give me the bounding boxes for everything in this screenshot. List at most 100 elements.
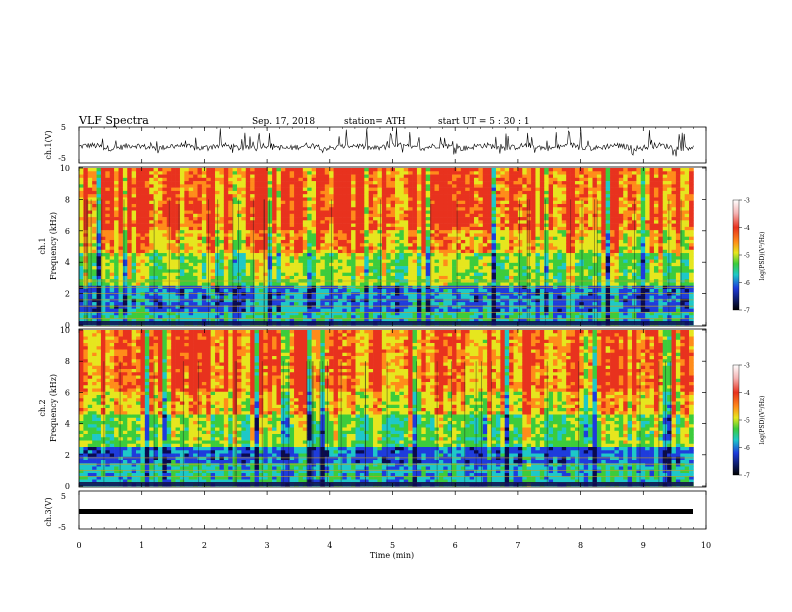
ch1-spectrogram-cell	[342, 292, 348, 296]
ch1-spectrogram-cell	[267, 203, 273, 208]
ch1-spectrogram-cell	[403, 239, 409, 244]
ch1-spectrogram-cell	[416, 203, 422, 208]
ch1-spectrogram-cell	[307, 181, 312, 185]
ch1-spectrogram-cell	[298, 256, 304, 260]
ch1-spectrogram-cell	[482, 171, 488, 175]
ch1-spectrogram-cell	[179, 302, 185, 306]
ch1-spectrogram-cell	[465, 223, 470, 228]
ch1-spectrogram-cell	[307, 292, 312, 296]
ch1-spectrogram-cell	[403, 243, 409, 247]
ch1-spectrogram-cell	[109, 311, 115, 316]
ch1-spectrogram-cell	[465, 213, 470, 218]
ch1-spectrogram-cell	[364, 249, 369, 254]
ch1-spectrogram-cell	[373, 305, 378, 309]
ch1-spectrogram-cell	[228, 220, 233, 224]
ch1-spectrogram-cell	[500, 289, 506, 293]
ch1-spectrogram-cell	[482, 220, 488, 224]
ch1-spectrogram-cell	[131, 282, 137, 287]
ch1-spectrogram-cell	[364, 275, 369, 280]
ch1-spectrogram-cell	[390, 305, 396, 309]
ch1-spectrogram-cell	[307, 177, 312, 182]
ch1-spectrogram-cell	[109, 253, 115, 257]
ch1-spectrogram-cell	[136, 249, 141, 254]
ch1-spectrogram-cell	[495, 249, 501, 254]
ch1-spectrogram-cell	[478, 187, 484, 192]
ch1-spectrogram-cell	[373, 302, 378, 306]
ch1-spectrogram-cell	[522, 298, 527, 303]
ch1-spectrogram-cell	[289, 295, 295, 300]
ch1-spectrogram-cell	[254, 318, 260, 323]
ch1-spectrogram-cell	[302, 269, 308, 273]
ch1-spectrogram-cell	[114, 249, 119, 254]
ch1-spectrogram-cell	[105, 311, 111, 316]
ch1-spectrogram-cell	[478, 197, 484, 202]
ch1-spectrogram-cell	[280, 184, 286, 188]
ch1-spectrogram-cell	[245, 298, 251, 303]
ch1-spectrogram-cell	[245, 266, 251, 270]
ch1-spectrogram-cell	[228, 305, 233, 309]
ch1-spectrogram-cell	[491, 203, 497, 208]
ch1-spectrogram-cell	[364, 282, 369, 287]
ch1-spectrogram-cell	[241, 239, 247, 244]
ch1-spectrogram-cell	[438, 298, 444, 303]
ch1-spectrogram-cell	[408, 233, 413, 237]
ch1-spectrogram-cell	[118, 181, 124, 185]
ch1-spectrogram-cell	[500, 249, 506, 254]
ch1-spectrogram-cell	[267, 171, 273, 175]
ch1-spectrogram-cell	[443, 249, 448, 254]
ch1-spectrogram-cell	[122, 239, 128, 244]
ch1-spectrogram-cell	[109, 282, 115, 287]
ch1-spectrogram-cell	[158, 220, 163, 224]
ch1-spectrogram-cell	[83, 181, 89, 185]
ch1-spectrogram-cell	[443, 259, 448, 264]
ch1-spectrogram-cell	[531, 168, 536, 172]
ch1-spectrogram-cell	[276, 177, 282, 182]
ch1-spectrogram-cell	[456, 259, 462, 264]
ch1-spectrogram-cell	[447, 305, 453, 309]
ch1-spectrogram-cell	[386, 295, 391, 300]
ch1-spectrogram-cell	[114, 171, 119, 175]
ch1-spectrogram-cell	[263, 272, 269, 277]
ch1-spectrogram-cell	[201, 295, 207, 300]
ch1-spectrogram-cell	[254, 315, 260, 319]
ch1-spectrogram-cell	[131, 259, 137, 264]
ch1-spectrogram-cell	[144, 217, 150, 221]
ch1-spectrogram-cell	[333, 256, 339, 260]
ch1-spectrogram-cell	[324, 168, 330, 172]
ch1-spectrogram-cell	[487, 298, 492, 303]
ch1-spectrogram-cell	[105, 243, 111, 247]
ch1-spectrogram-cell	[175, 243, 181, 247]
ch1-spectrogram-cell	[487, 197, 492, 202]
ch1-spectrogram-cell	[118, 226, 124, 231]
ch1-spectrogram-cell	[232, 236, 238, 241]
ch1-spectrogram-cell	[131, 181, 137, 185]
ch1-spectrogram-cell	[430, 262, 435, 267]
ch1-spectrogram-cell	[162, 233, 168, 237]
ch1-spectrogram-cell	[144, 269, 150, 273]
ch1-spectrogram-cell	[395, 243, 400, 247]
ch1-spectrogram-cell	[491, 262, 497, 267]
ch1-spectrogram-cell	[232, 233, 238, 237]
ch1-spectrogram-cell	[92, 266, 97, 270]
ch1-spectrogram-cell	[359, 190, 365, 195]
ch1-spectrogram-cell	[96, 174, 102, 179]
ch1-spectrogram-cell	[131, 233, 137, 237]
ch1-spectrogram-cell	[158, 243, 163, 247]
ch1-spectrogram-cell	[285, 217, 290, 221]
ch1-spectrogram-cell	[337, 253, 343, 257]
ch1-spectrogram-cell	[487, 249, 492, 254]
ch1-spectrogram-cell	[96, 203, 102, 208]
ch1-spectrogram-cell	[408, 187, 413, 192]
ch1-spectrogram-cell	[381, 171, 387, 175]
ch1-ytick-top: 5	[61, 123, 66, 132]
ch1-spectrogram-cell	[267, 275, 273, 280]
ch1-spectrogram-cell	[311, 289, 317, 293]
ch1-spectrogram-cell	[171, 315, 176, 319]
ch1-spectrogram-cell	[425, 223, 431, 228]
ch1-spectrogram-cell	[452, 226, 457, 231]
ch1-spectrogram-cell	[531, 194, 536, 198]
ch1-spectrogram-cell	[232, 168, 238, 172]
ch1-spectrogram-cell	[109, 308, 115, 313]
ch1-spectrogram-cell	[416, 275, 422, 280]
ch1-spectrogram-cell	[87, 243, 93, 247]
